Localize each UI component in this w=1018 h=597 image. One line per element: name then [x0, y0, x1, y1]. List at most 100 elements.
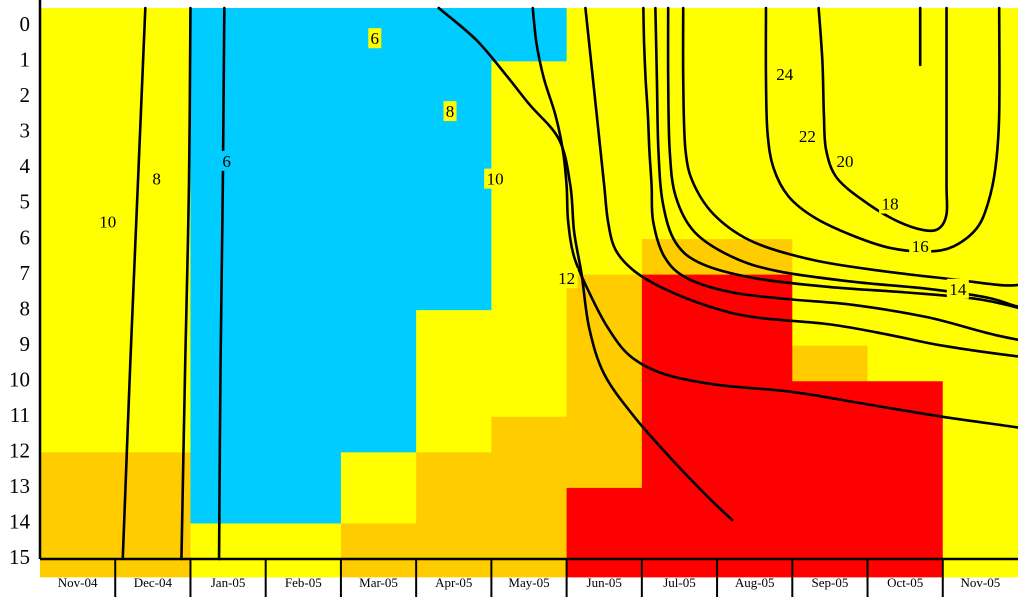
contour-lines — [121, 6, 1018, 561]
contour-label: 20 — [833, 150, 856, 171]
heatmap-cell — [491, 61, 568, 418]
heatmap-cell — [265, 523, 342, 578]
contour-line-6 — [437, 6, 734, 522]
x-tick-label: Jul-05 — [663, 575, 696, 590]
heatmap-cell — [115, 8, 192, 453]
heatmap-cell — [641, 239, 718, 276]
x-tick-label: Apr-05 — [435, 575, 472, 590]
heatmap-cell — [340, 452, 417, 525]
y-tick-label: 2 — [20, 83, 31, 107]
contour-label: 10 — [484, 168, 507, 189]
contour-label-text: 24 — [776, 65, 794, 84]
heatmap-cell — [792, 381, 869, 578]
contour-label: 8 — [443, 101, 457, 122]
heatmap-cell — [717, 8, 793, 240]
heatmap-cell — [190, 523, 267, 578]
contour-label-text: 6 — [371, 29, 380, 48]
heatmap-cell — [416, 8, 492, 311]
contour-line-6 — [217, 6, 226, 561]
heatmap-cell — [40, 452, 116, 578]
heatmap-cell — [190, 8, 267, 525]
x-tick-label: Nov-05 — [961, 575, 1001, 590]
y-tick-label: 13 — [9, 474, 30, 498]
contour-label-text: 18 — [882, 195, 899, 214]
heatmap-cell — [491, 8, 568, 62]
y-tick-label: 10 — [9, 367, 30, 391]
y-tick-label: 3 — [20, 119, 31, 143]
contour-label: 8 — [150, 168, 164, 189]
y-tick-label: 4 — [20, 154, 31, 178]
contour-label-text: 6 — [222, 152, 231, 171]
contour-label-text: 16 — [912, 237, 929, 256]
x-tick-label: Mar-05 — [359, 575, 398, 590]
heatmap-cell — [792, 8, 869, 347]
x-tick-label: Nov-04 — [58, 575, 98, 590]
y-tick-label: 1 — [20, 48, 31, 72]
heatmap-cell — [416, 452, 492, 578]
contour-label-text: 20 — [836, 152, 853, 171]
contour-label-text: 8 — [152, 170, 161, 189]
contour-label: 16 — [909, 236, 932, 257]
contour-label: 18 — [879, 193, 902, 214]
contour-label-text: 14 — [949, 280, 967, 299]
contour-label: 10 — [96, 211, 119, 232]
heatmap-cell — [641, 274, 718, 578]
contour-label-text: 10 — [487, 170, 504, 189]
x-tick-label: Jan-05 — [211, 575, 246, 590]
contour-line-8 — [531, 6, 1018, 429]
contour-label: 24 — [773, 63, 796, 84]
heatmap-cell — [867, 8, 944, 382]
contour-line-10 — [121, 6, 147, 561]
contour-line-22 — [817, 6, 949, 233]
heatmap-cell — [340, 8, 417, 453]
heatmap-cell — [641, 8, 718, 240]
y-tick-label: 14 — [9, 510, 31, 534]
y-tick-label: 7 — [20, 261, 31, 285]
contour-line-20 — [764, 6, 1001, 253]
heatmap-cell — [566, 487, 643, 578]
contour-label-text: 8 — [446, 102, 455, 121]
heatmap-cell — [265, 8, 342, 525]
contour-label-text: 10 — [99, 212, 116, 231]
heatmap-cells — [40, 8, 1018, 578]
heatmap-cell — [792, 345, 869, 382]
y-tick-label: 12 — [9, 439, 30, 463]
x-tick-label: Aug-05 — [735, 575, 775, 590]
heatmap-cell — [491, 416, 568, 578]
contour-label: 6 — [220, 150, 234, 171]
x-tick-label: Jun-05 — [587, 575, 622, 590]
heatmap-cell — [717, 274, 793, 578]
y-tick-label: 5 — [20, 190, 31, 214]
contour-line-18 — [681, 6, 1018, 287]
y-tick-label: 8 — [20, 296, 31, 320]
heatmap-cell — [115, 452, 192, 578]
x-tick-label: Feb-05 — [285, 575, 322, 590]
y-tick-label: 15 — [9, 545, 30, 569]
contour-label: 14 — [946, 278, 969, 299]
heatmap-cell — [717, 239, 793, 276]
heatmap-cell — [416, 310, 492, 453]
contour-label: 22 — [796, 125, 819, 146]
heatmap-cell — [566, 274, 643, 489]
heatmap-cell — [340, 523, 417, 578]
contour-label-text: 12 — [558, 269, 575, 288]
contour-line-10 — [584, 6, 1018, 358]
contour-line-12 — [642, 6, 1018, 342]
contour-line-14 — [654, 6, 1018, 310]
x-tick-label: Oct-05 — [887, 575, 923, 590]
axes — [38, 0, 1018, 597]
contour-line-8 — [180, 6, 192, 561]
y-tick-label: 11 — [10, 403, 30, 427]
contour-label: 6 — [368, 28, 382, 49]
x-tick-label: Dec-04 — [134, 575, 173, 590]
y-tick-label: 6 — [20, 225, 31, 249]
contour-labels: 10 8 6 6 8 10 12 24 22 20 18 16 14 — [96, 28, 969, 299]
contour-line-16 — [666, 6, 1018, 308]
x-tick-label: May-05 — [508, 575, 549, 590]
x-tick-label: Sep-05 — [812, 575, 849, 590]
y-tick-label: 0 — [20, 12, 31, 36]
y-tick-label: 9 — [20, 332, 31, 356]
heatmap-cell — [566, 8, 643, 276]
